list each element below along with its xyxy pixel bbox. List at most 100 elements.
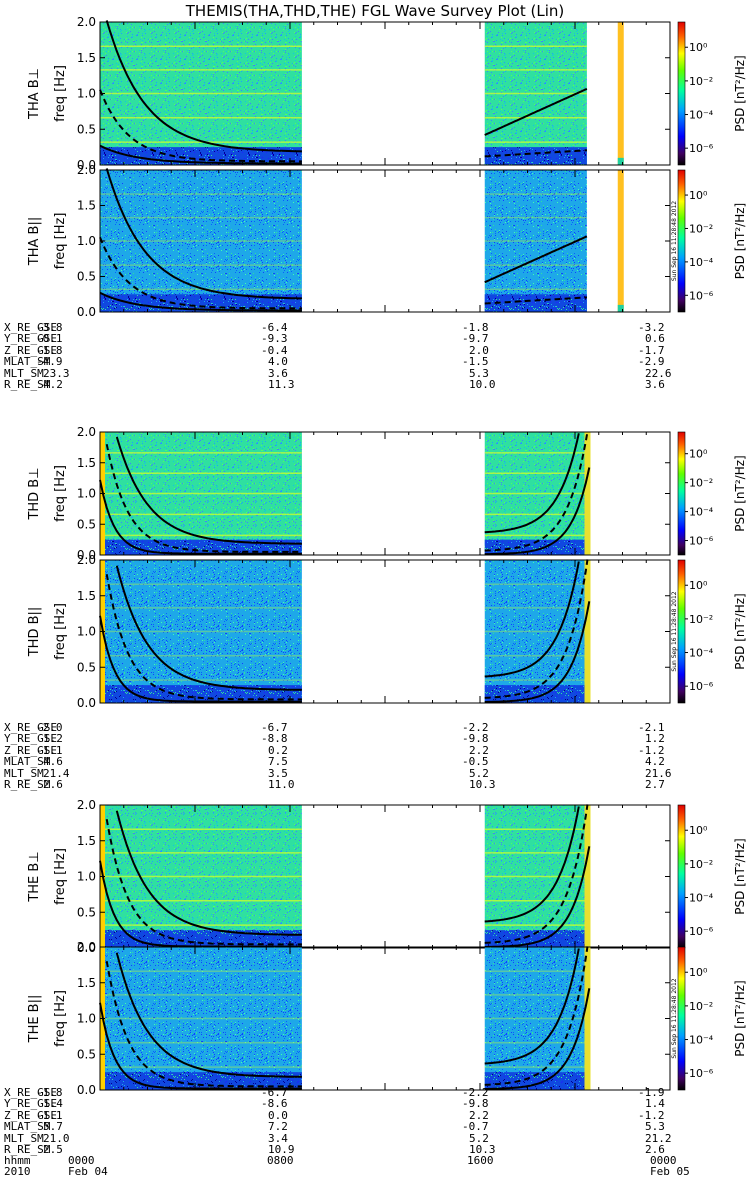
low-freq-band — [484, 147, 587, 165]
frequency-curve — [115, 436, 302, 545]
colorbar-tick-label: 10⁻⁴ — [689, 506, 714, 519]
colorbar — [677, 559, 686, 704]
ephemeris-value: -0.5 — [462, 755, 489, 769]
ytick-label: 1.5 — [77, 834, 96, 848]
colorbar — [677, 946, 686, 1091]
spectrum-block — [100, 947, 302, 1090]
ephemeris-value: 5.2 — [469, 1131, 489, 1145]
ephemeris-label: Z_RE_GSE — [4, 1108, 57, 1122]
ephemeris-label: R_RE_SM — [4, 377, 51, 391]
colorbar-label: PSD [nT²/Hz] — [733, 593, 747, 669]
panel-yunit: freq [Hz] — [53, 990, 68, 1047]
ephemeris-value: -1.8 — [462, 321, 489, 334]
ytick-label: 1.5 — [77, 456, 96, 470]
colorbar-tick-label: 10⁻⁶ — [689, 142, 714, 155]
ephemeris-label: Y_RE_GSE — [4, 1097, 57, 1111]
ephemeris-value: -6.7 — [261, 721, 288, 734]
ephemeris-value: -3.2 — [638, 321, 665, 334]
panel-ylabel: THE B⊥ — [27, 851, 42, 902]
low-freq-band — [484, 294, 587, 312]
colorbar-tick-label: 10⁻² — [689, 75, 713, 88]
ephemeris-value: 21.6 — [645, 766, 672, 780]
ytick-label: 0.0 — [77, 548, 96, 562]
colorbar — [677, 21, 686, 166]
frequency-curve — [105, 819, 302, 946]
spike-band — [617, 170, 624, 312]
panel-ylabel: THE B|| — [27, 995, 42, 1044]
colorbar — [677, 169, 686, 313]
spike-base — [617, 304, 624, 312]
frequency-curve — [105, 20, 302, 153]
frequency-curve — [484, 561, 580, 678]
colorbar-label: PSD [nT²/Hz] — [733, 55, 747, 131]
ytick-label: 0.0 — [77, 1083, 96, 1097]
ytick-label: 1.0 — [77, 625, 96, 639]
ephemeris-value: -0.1 — [36, 332, 63, 346]
panel-yunit: freq [Hz] — [53, 603, 68, 660]
frequency-curve — [115, 952, 302, 1078]
colorbar-tick-label: 10⁻² — [689, 477, 713, 490]
frequency-curve — [99, 89, 302, 163]
ephemeris-value: 11.0 — [268, 777, 295, 791]
frequency-curve — [115, 565, 302, 691]
panel-ylabel: THD B|| — [27, 607, 42, 658]
ephemeris-value: -6.7 — [261, 1086, 288, 1099]
ephemeris-value: 2.7 — [645, 777, 665, 791]
frequency-curve — [484, 296, 587, 305]
ytick-label: 1.5 — [77, 589, 96, 603]
ephemeris-value: -1.1 — [36, 1108, 63, 1122]
ephemeris-value: 2.6 — [43, 777, 63, 791]
ephemeris-value: 2.0 — [469, 343, 489, 357]
colorbar-tick-label: 10⁻² — [689, 613, 713, 626]
frequency-curve — [484, 235, 588, 284]
ephemeris-value: -3.8 — [36, 321, 63, 334]
ephemeris-value: -1.8 — [36, 1086, 63, 1099]
time-tick-label: 0800 — [267, 1154, 294, 1167]
ephemeris-value: -1.5 — [462, 355, 489, 369]
frequency-curve — [484, 988, 591, 1090]
ephemeris-label: Y_RE_GSE — [4, 332, 57, 346]
ephemeris-value: 22.6 — [645, 366, 672, 380]
ephemeris-value: -0.4 — [261, 343, 288, 357]
year-label: 2010 — [4, 1165, 31, 1179]
frequency-curve — [484, 431, 589, 552]
ytick-label: 2.0 — [77, 553, 96, 567]
ytick-label: 1.5 — [77, 51, 96, 65]
panel-yunit: freq [Hz] — [53, 465, 68, 522]
frequency-curve — [105, 574, 302, 701]
ephemeris-value: 1.4 — [645, 1097, 665, 1111]
timestamp-stamp: Sun Sep 16 11:28:48 2012 — [671, 201, 678, 281]
frequency-curve — [115, 810, 302, 936]
ytick-label: 0.5 — [77, 270, 96, 284]
ephemeris-value: -2.9 — [638, 355, 665, 369]
ephemeris-label: MLT_SM — [4, 766, 44, 780]
frequency-curve — [99, 237, 302, 310]
colorbar-label: PSD [nT²/Hz] — [733, 838, 747, 914]
ephemeris-value: 10.3 — [469, 1142, 496, 1156]
spike-base — [617, 157, 624, 165]
ytick-label: 0.5 — [77, 1047, 96, 1061]
colorbar-tick-label: 10⁻⁶ — [689, 680, 714, 693]
panel-ylabel: THA B⊥ — [27, 68, 42, 120]
frequency-curve — [105, 443, 302, 553]
frequency-curve — [484, 804, 589, 944]
ephemeris-value: 7.2 — [268, 1120, 288, 1134]
ephemeris-value: -2.1 — [638, 721, 665, 734]
ephemeris-value: 21.0 — [43, 1131, 70, 1145]
colorbar-tick-label: 10⁻² — [689, 1000, 713, 1013]
low-freq-band — [484, 539, 587, 555]
timestamp-stamp: Sun Sep 16 11:28:48 2012 — [671, 591, 678, 671]
frequency-curve — [99, 291, 302, 312]
ephemeris-value: 2.6 — [645, 1142, 665, 1156]
ytick-label: 2.0 — [77, 940, 96, 954]
ytick-label: 2.0 — [77, 163, 96, 177]
ephemeris-value: 3.4 — [268, 1131, 288, 1145]
frequency-curve — [484, 806, 580, 923]
frequency-curve — [99, 479, 302, 555]
ytick-label: 0.0 — [77, 941, 96, 955]
ephemeris-value: -9.8 — [462, 1097, 489, 1111]
frequency-curve — [484, 87, 588, 136]
ephemeris-label: X_RE_GSE — [4, 321, 57, 334]
chart-title: THEMIS(THA,THD,THE) FGL Wave Survey Plot… — [185, 2, 565, 20]
